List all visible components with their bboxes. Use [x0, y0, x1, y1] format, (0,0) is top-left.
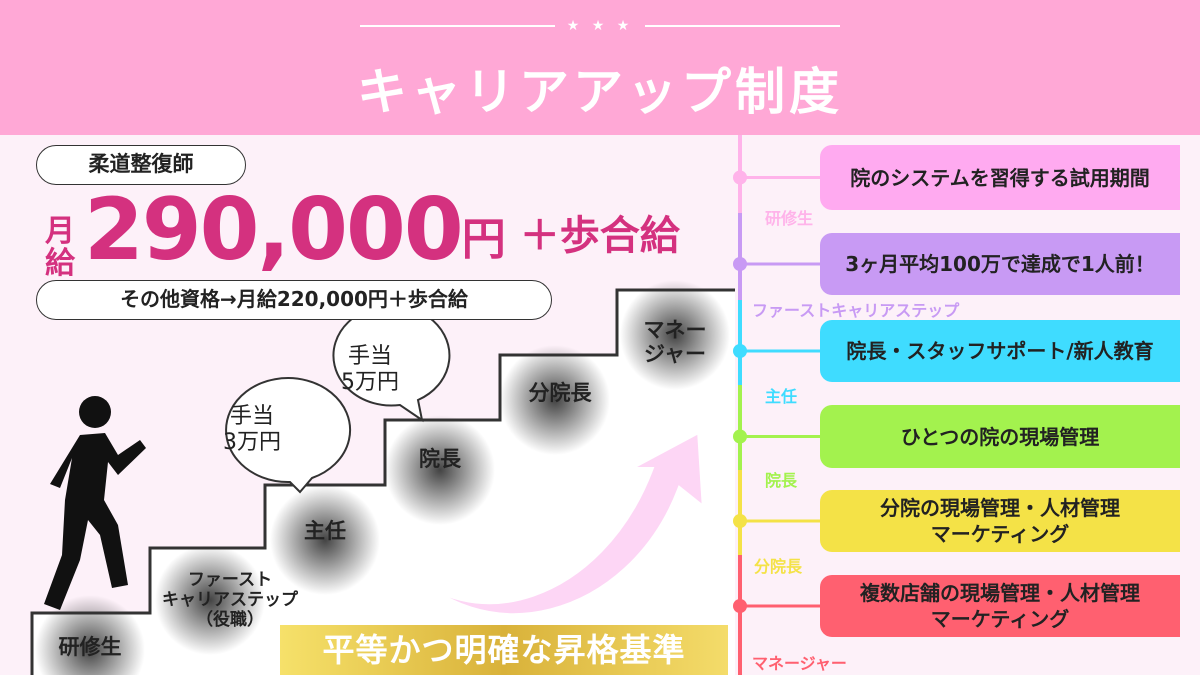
timeline-dot: [733, 514, 747, 528]
speech-bubble-3man: [225, 377, 352, 494]
step-glow: [620, 280, 730, 390]
step-label-branch-director: 分院長: [528, 381, 592, 405]
timeline-description-box: ひとつの院の現場管理: [820, 405, 1180, 468]
timeline-description-box: 院のシステムを習得する試用期間: [820, 145, 1180, 210]
salary-commission: ＋歩合給: [519, 213, 680, 259]
other-qualification-salary: その他資格→月給220,000円＋歩合給: [36, 280, 552, 320]
timeline-description: 院長・スタッフサポート/新人教育: [846, 339, 1154, 363]
decorative-divider: ★ ★ ★: [360, 18, 840, 34]
bubble-text-5man: 手当 5万円: [341, 344, 399, 395]
bubble-text-3man: 手当 3万円: [223, 404, 281, 455]
salary-prefix-bottom: 給: [45, 246, 75, 281]
timeline-label: マネージャー: [752, 654, 847, 673]
timeline-label: 主任: [765, 387, 798, 406]
walking-person-icon: [44, 396, 146, 610]
page-title: キャリアアップ制度: [357, 63, 843, 121]
step-label-chief: 主任: [304, 519, 346, 543]
timeline-description-box: 3ヶ月平均100万で達成で1人前！: [820, 233, 1180, 295]
qualification-badge: 柔道整復師: [36, 145, 246, 185]
timeline-description: 分院の現場管理・人材管理 マーケティング: [880, 496, 1120, 546]
promotion-criteria-banner: 平等かつ明確な昇格基準: [280, 625, 728, 675]
salary-yen: 円: [461, 214, 506, 265]
timeline-dot: [733, 344, 747, 358]
step-label-first-career: ファースト キャリアステップ （役職）: [162, 570, 298, 630]
step-label-director: 院長: [419, 447, 461, 471]
timeline-label: 研修生: [765, 209, 814, 228]
timeline-description-box: 院長・スタッフサポート/新人教育: [820, 320, 1180, 382]
step-glow: [270, 485, 380, 595]
timeline-description-box: 分院の現場管理・人材管理 マーケティング: [820, 490, 1180, 552]
salary-prefix-top: 月: [45, 214, 75, 249]
salary-amount: 290,000: [84, 180, 464, 280]
stairs-outline: [30, 288, 735, 675]
timeline-label: 院長: [765, 471, 798, 490]
timeline-description-box: 複数店舗の現場管理・人材管理 マーケティング: [820, 575, 1180, 637]
header-banner: ★ ★ ★ キャリアアップ制度: [0, 0, 1200, 135]
step-glow: [35, 595, 145, 675]
timeline-label: ファーストキャリアステップ: [752, 301, 960, 320]
timeline-dot: [733, 429, 747, 444]
timeline-dot: [733, 599, 747, 613]
timeline-dot: [733, 257, 747, 271]
up-arrow-icon: [397, 425, 709, 620]
step-glow: [155, 545, 265, 655]
star-icons: ★ ★ ★: [566, 18, 634, 34]
step-label-trainee: 研修生: [58, 635, 122, 659]
timeline-description: 院のシステムを習得する試用期間: [850, 165, 1150, 190]
step-glow: [385, 415, 495, 525]
timeline-description: 3ヶ月平均100万で達成で1人前！: [845, 252, 1155, 276]
timeline-description: ひとつの院の現場管理: [900, 424, 1100, 449]
step-glow: [500, 345, 610, 455]
timeline-dot: [733, 170, 747, 185]
step-label-manager: マネー ジャー: [643, 318, 707, 366]
timeline-label: 分院長: [754, 557, 803, 576]
timeline-description: 複数店舗の現場管理・人材管理 マーケティング: [860, 581, 1140, 631]
salary-headline: 月給 290,000 円 ＋歩合給: [42, 180, 680, 280]
